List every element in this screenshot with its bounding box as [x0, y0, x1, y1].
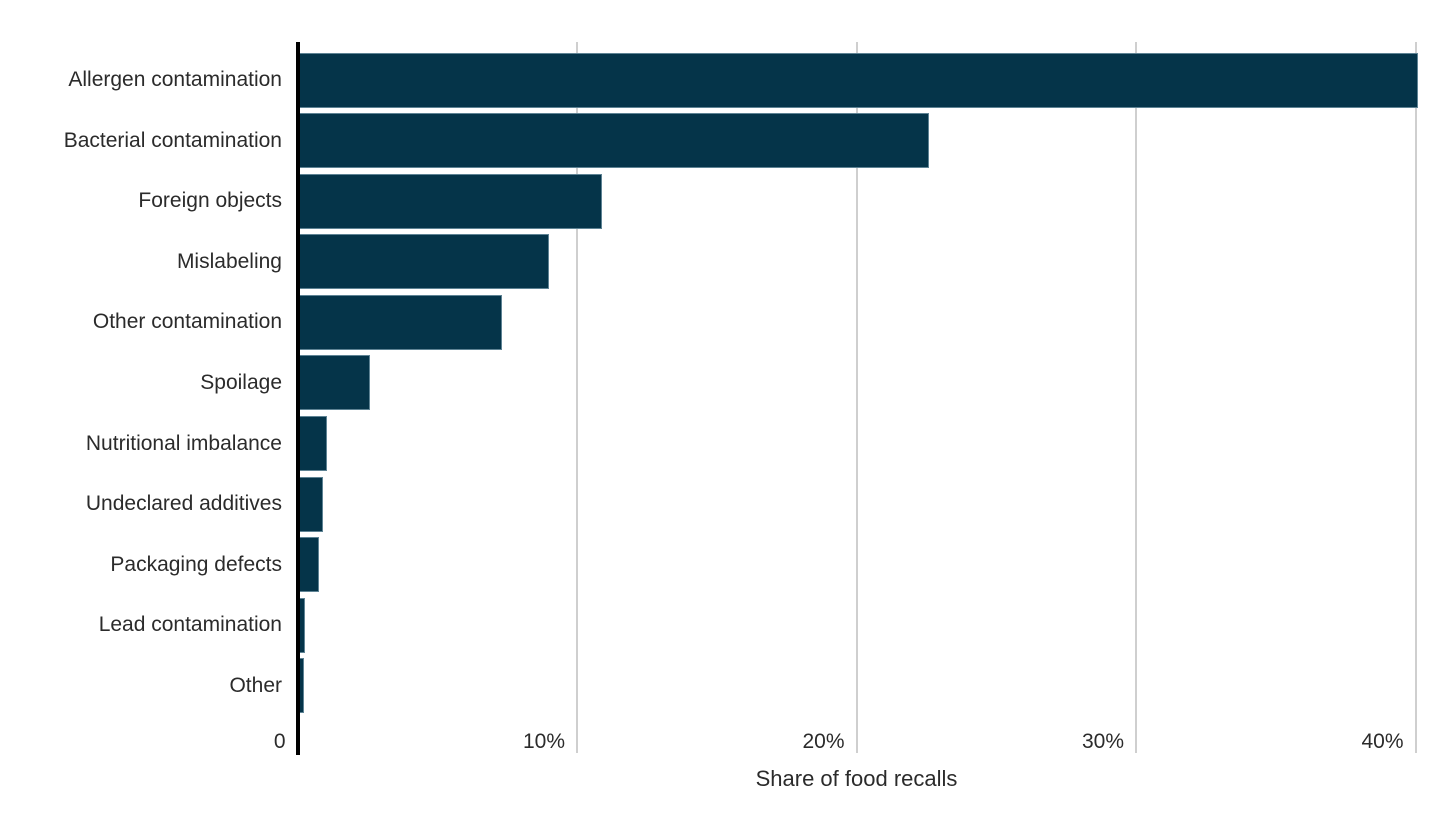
- gridline: [1135, 42, 1137, 753]
- category-label: Lead contamination: [98, 613, 282, 637]
- category-label: Bacterial contamination: [63, 128, 282, 152]
- x-tick-label: 40%: [1361, 730, 1404, 753]
- gridline: [1414, 42, 1417, 753]
- category-label: Other: [229, 673, 282, 697]
- category-label: Other contamination: [92, 310, 282, 334]
- bar: [297, 294, 502, 350]
- x-tick-label: 0: [273, 730, 286, 753]
- category-label: Undeclared additives: [85, 492, 282, 516]
- category-label: Allergen contamination: [68, 68, 282, 92]
- y-axis-line: [295, 42, 300, 755]
- category-label: Foreign objects: [138, 189, 282, 213]
- category-label: Spoilage: [200, 370, 282, 394]
- x-axis-title: Share of food recalls: [755, 766, 958, 791]
- bar: [297, 113, 930, 169]
- bar: [297, 476, 324, 532]
- bar: [297, 234, 550, 290]
- bar: [297, 355, 371, 411]
- bar: [297, 52, 1419, 108]
- gridline: [576, 42, 578, 753]
- bar: [297, 416, 327, 471]
- x-tick-label: 20%: [802, 730, 845, 753]
- category-label: Nutritional imbalance: [85, 431, 282, 455]
- category-label: Mislabeling: [176, 249, 282, 273]
- x-tick-label: 30%: [1081, 730, 1124, 753]
- x-tick-label: 10%: [522, 730, 565, 753]
- category-label: Packaging defects: [110, 552, 282, 576]
- bar: [297, 173, 603, 229]
- bar: [297, 537, 320, 593]
- gridline: [855, 42, 858, 753]
